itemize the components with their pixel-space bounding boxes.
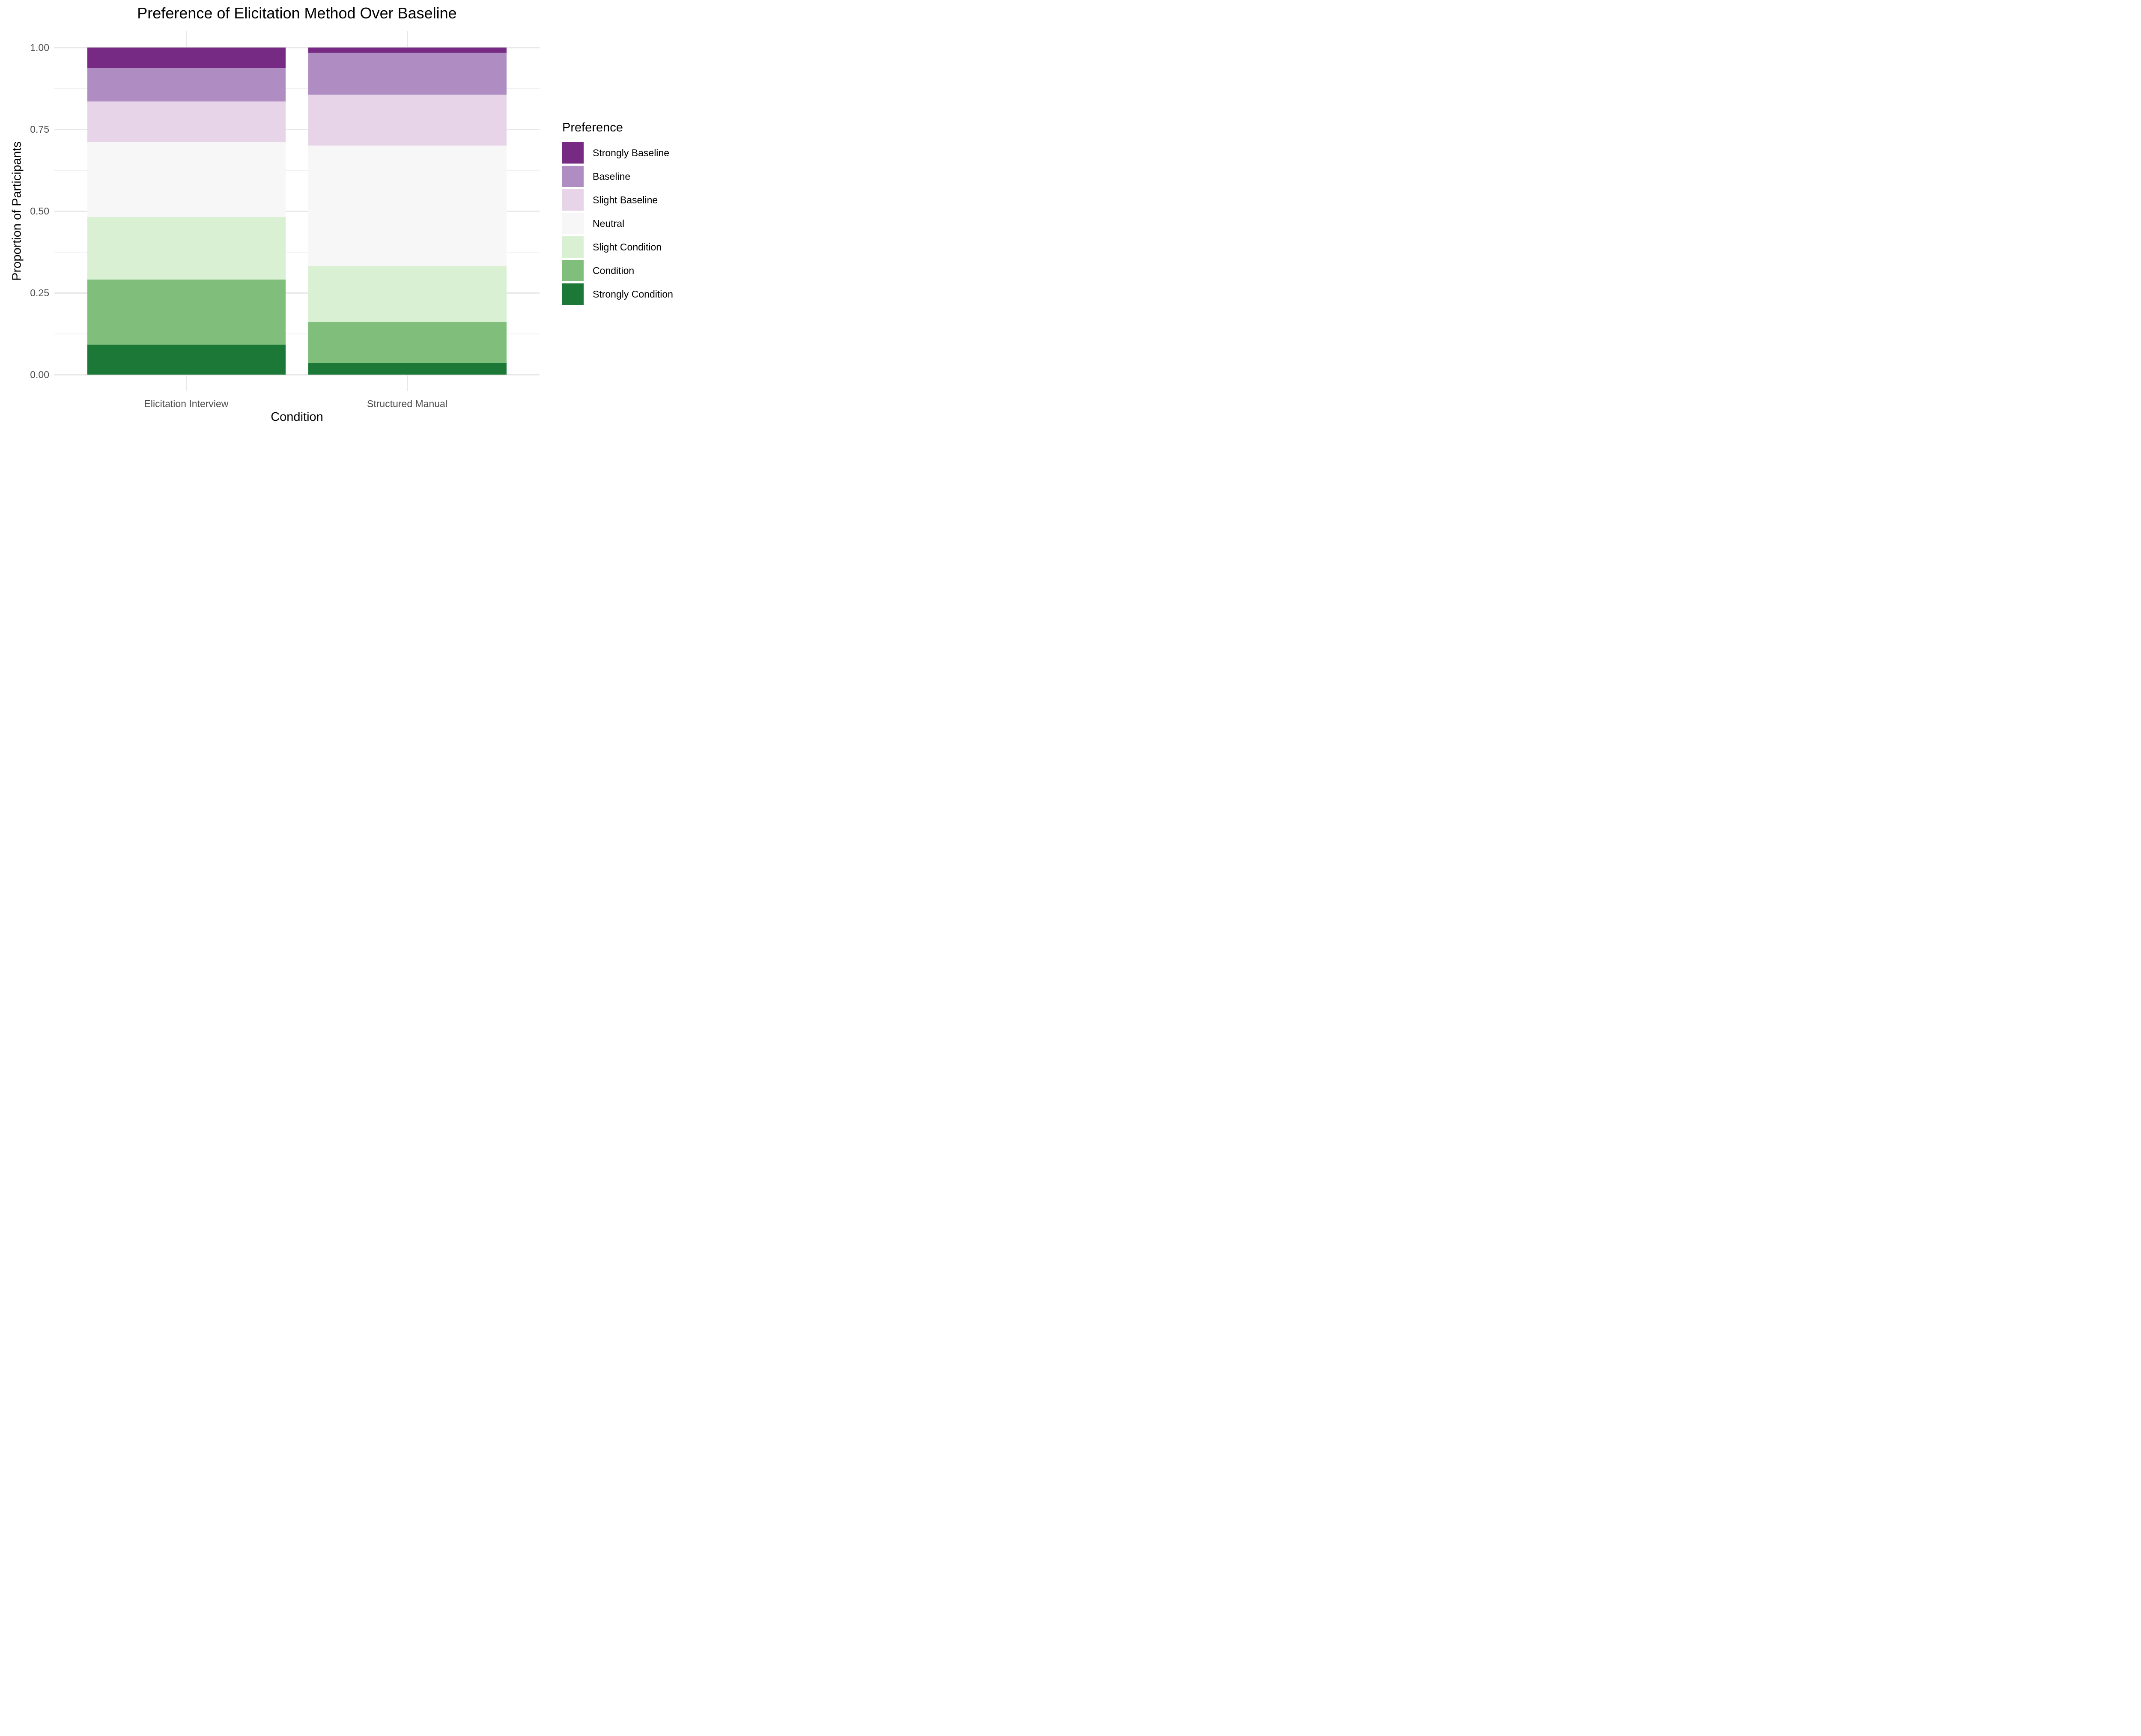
- bar-segment-elicitation-interview-slight-baseline: [87, 101, 286, 142]
- legend-swatch-slight-baseline: [562, 189, 584, 211]
- bar-segment-elicitation-interview-baseline: [87, 68, 286, 102]
- legend-swatch-neutral: [562, 213, 584, 234]
- legend-item-strongly-baseline: Strongly Baseline: [562, 142, 673, 164]
- legend-item-neutral: Neutral: [562, 213, 673, 234]
- category-gridline: [185, 374, 187, 391]
- legend-items: Strongly Baseline Baseline Slight Baseline…: [562, 142, 673, 305]
- bar-segment-structured-manual-strongly-condition: [308, 363, 507, 375]
- gridline-major: [54, 292, 540, 294]
- x-tick-label-structured-manual: Structured Manual: [367, 398, 447, 409]
- bar-segment-structured-manual-slight-baseline: [308, 95, 507, 146]
- bar-segment-structured-manual-condition: [308, 322, 507, 363]
- gridline-major: [54, 374, 540, 375]
- bar-segment-elicitation-interview-strongly-condition: [87, 345, 286, 375]
- legend-swatch-baseline: [562, 166, 584, 187]
- legend-item-slight-condition: Slight Condition: [562, 236, 673, 258]
- gridline-minor: [54, 170, 540, 171]
- legend-item-baseline: Baseline: [562, 166, 673, 187]
- gridline-major: [54, 47, 540, 48]
- y-tick-label-1-00: 1.00: [30, 42, 49, 53]
- gridline-major: [54, 128, 540, 130]
- legend-label-slight-baseline: Slight Baseline: [593, 194, 658, 205]
- legend-label-strongly-condition: Strongly Condition: [593, 288, 673, 300]
- gridline-minor: [54, 88, 540, 89]
- legend-label-slight-condition: Slight Condition: [593, 241, 662, 253]
- legend-swatch-slight-condition: [562, 236, 584, 258]
- legend-swatch-strongly-condition: [562, 283, 584, 305]
- y-tick-label-0-00: 0.00: [30, 369, 49, 380]
- bar-segment-structured-manual-slight-condition: [308, 266, 507, 322]
- x-tick-label-elicitation-interview: Elicitation Interview: [144, 398, 229, 409]
- gridline-major: [54, 210, 540, 212]
- y-tick-label-0-25: 0.25: [30, 287, 49, 298]
- bar-segment-elicitation-interview-condition: [87, 280, 286, 345]
- bar-segment-elicitation-interview-strongly-baseline: [87, 48, 286, 68]
- bar-segment-elicitation-interview-neutral: [87, 142, 286, 217]
- plot-panel: [54, 31, 540, 391]
- legend-swatch-strongly-baseline: [562, 142, 584, 164]
- y-tick-label-0-50: 0.50: [30, 205, 49, 217]
- legend: Preference Strongly Baseline Baseline Slig…: [562, 120, 673, 307]
- x-axis-title: Condition: [271, 410, 323, 424]
- bar-segment-structured-manual-neutral: [308, 146, 507, 266]
- legend-title: Preference: [562, 121, 623, 134]
- bar-segment-structured-manual-strongly-baseline: [308, 48, 507, 53]
- legend-swatch-condition: [562, 260, 584, 281]
- gridline-minor: [54, 251, 540, 253]
- chart-title: Preference of Elicitation Method Over Ba…: [137, 4, 457, 22]
- stacked-bar-chart-figure: Preference of Elicitation Method Over Ba…: [0, 0, 702, 434]
- legend-label-baseline: Baseline: [593, 170, 631, 182]
- category-gridline: [406, 374, 408, 391]
- legend-label-neutral: Neutral: [593, 217, 625, 229]
- bar-segment-elicitation-interview-slight-condition: [87, 217, 286, 280]
- category-gridline: [406, 31, 408, 48]
- legend-label-condition: Condition: [593, 265, 635, 276]
- category-gridline: [185, 31, 187, 48]
- legend-item-strongly-condition: Strongly Condition: [562, 283, 673, 305]
- legend-label-strongly-baseline: Strongly Baseline: [593, 147, 669, 158]
- y-axis-title: Proportion of Participants: [10, 141, 24, 281]
- legend-item-slight-baseline: Slight Baseline: [562, 189, 673, 211]
- y-tick-label-0-75: 0.75: [30, 124, 49, 135]
- legend-item-condition: Condition: [562, 260, 673, 281]
- bar-segment-structured-manual-baseline: [308, 53, 507, 95]
